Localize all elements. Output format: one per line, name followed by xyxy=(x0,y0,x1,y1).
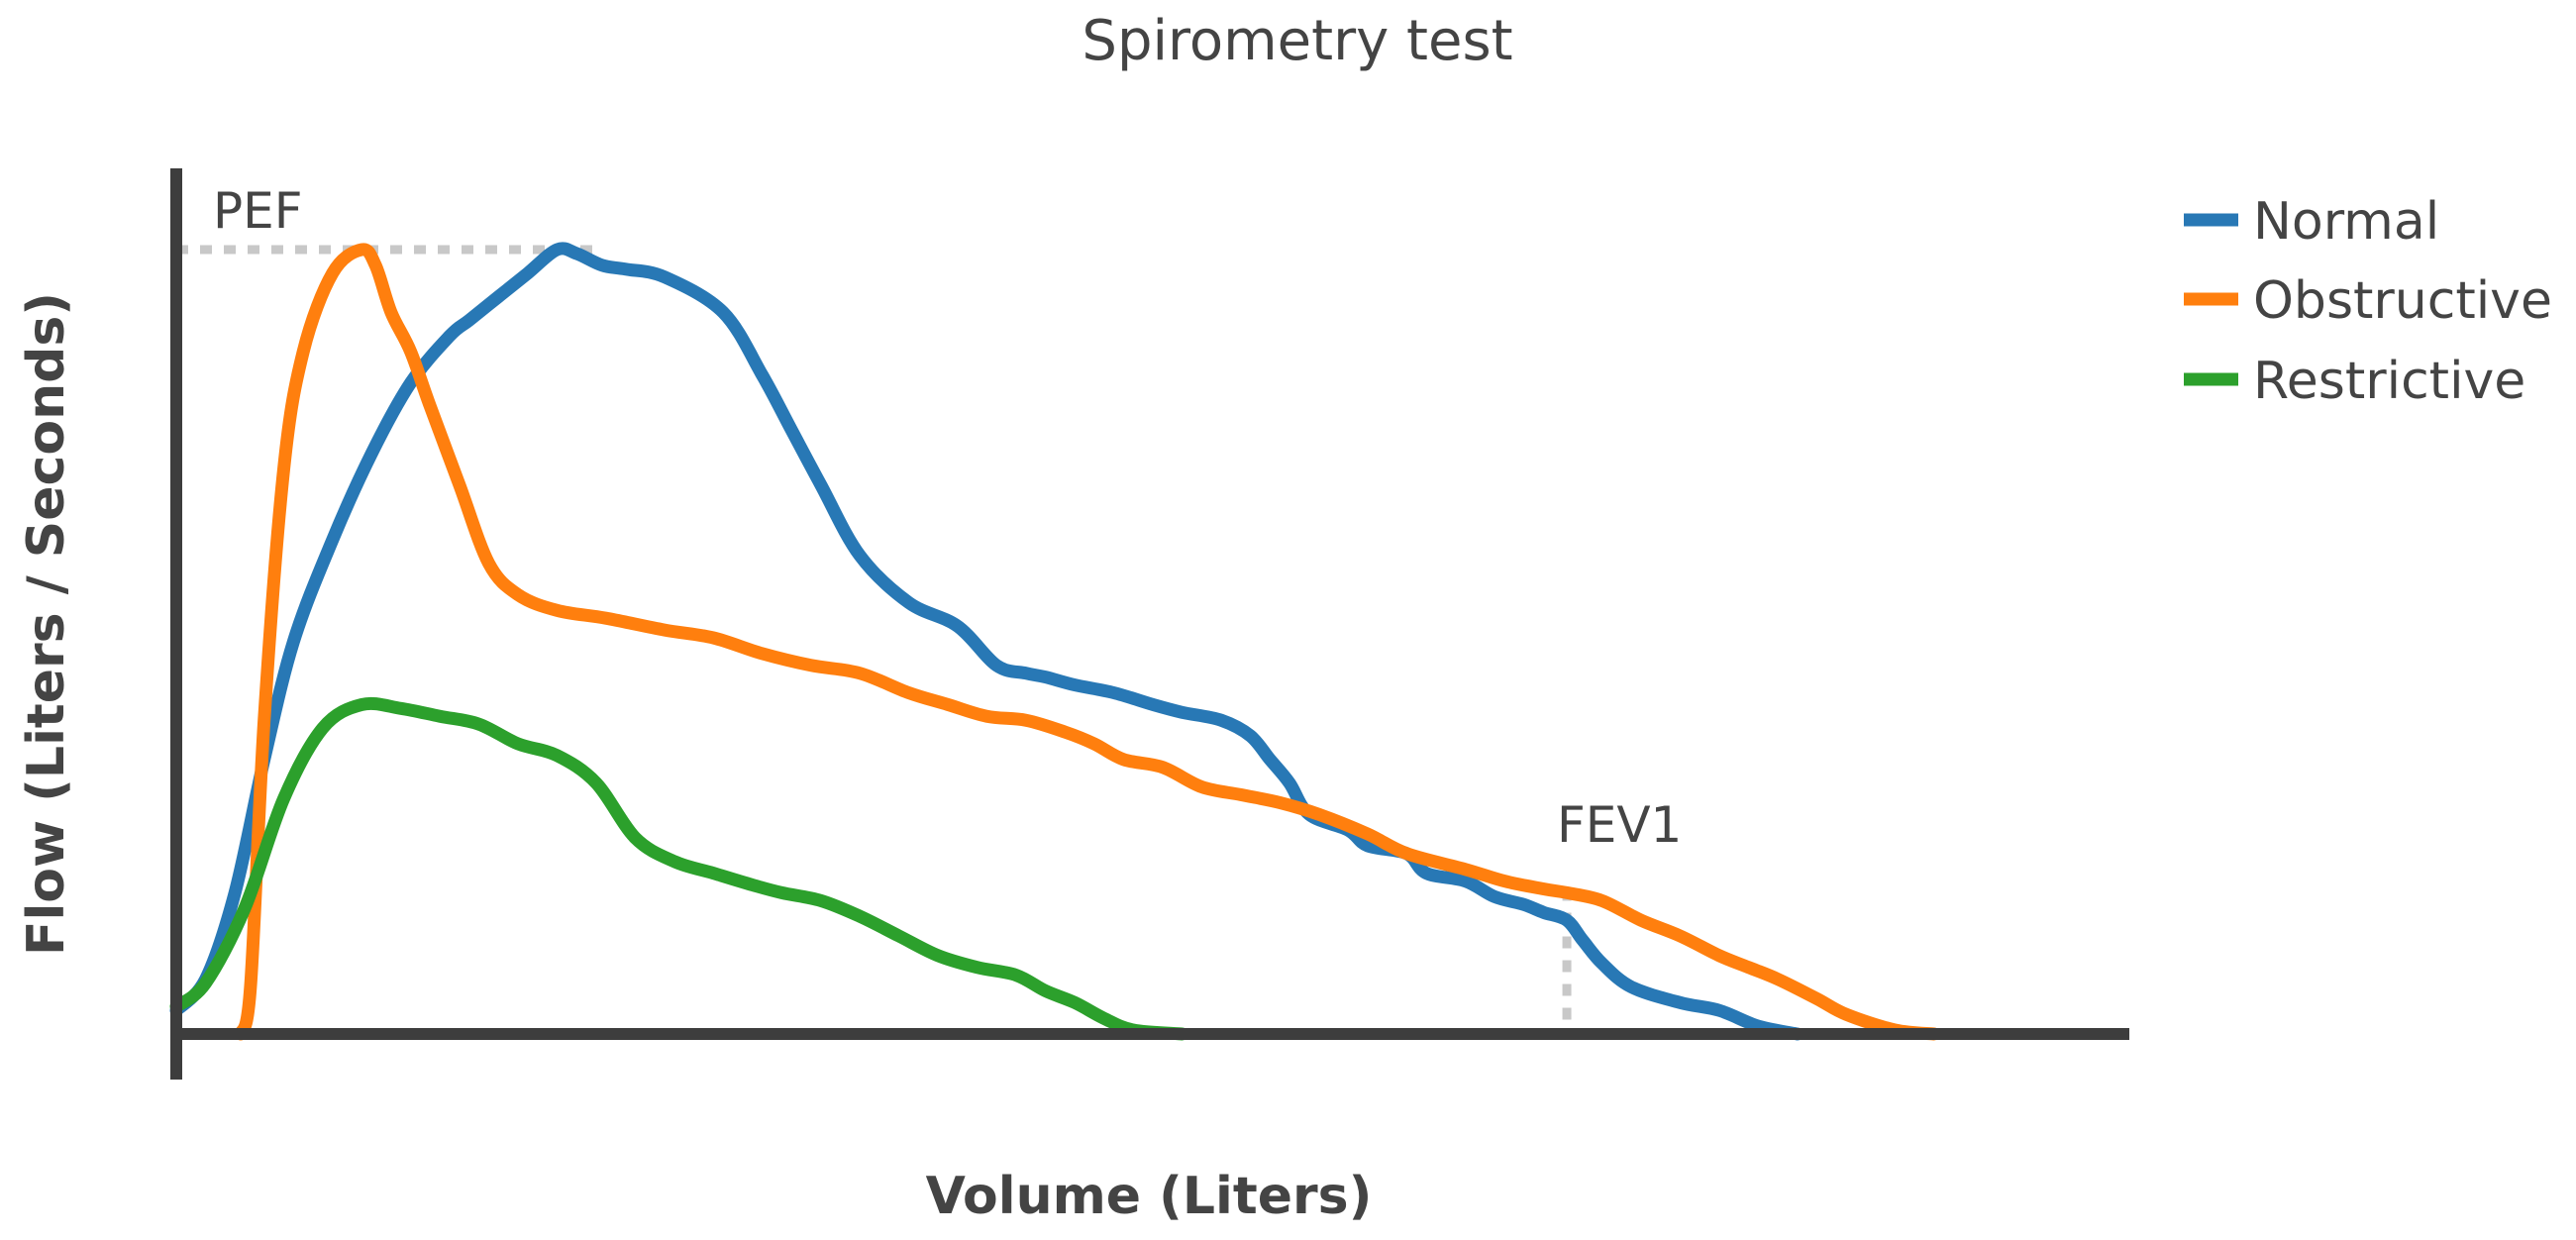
series-curves xyxy=(169,242,1941,1041)
legend-label-restrictive: Restrictive xyxy=(2253,352,2525,411)
x-axis-label: Volume (Liters) xyxy=(926,1167,1373,1226)
pef-annotation: PEF xyxy=(213,182,303,240)
y-axis-label: Flow (Liters / Seconds) xyxy=(17,292,76,956)
legend: Normal Obstructive Restrictive xyxy=(2184,192,2552,411)
series-line-restrictive xyxy=(169,696,1189,1041)
series-line-obstructive xyxy=(234,243,1941,1041)
legend-label-obstructive: Obstructive xyxy=(2253,271,2552,331)
chart-title: Spirometry test xyxy=(1082,9,1512,73)
legend-label-normal: Normal xyxy=(2253,192,2439,252)
fev1-annotation: FEV1 xyxy=(1557,796,1682,854)
